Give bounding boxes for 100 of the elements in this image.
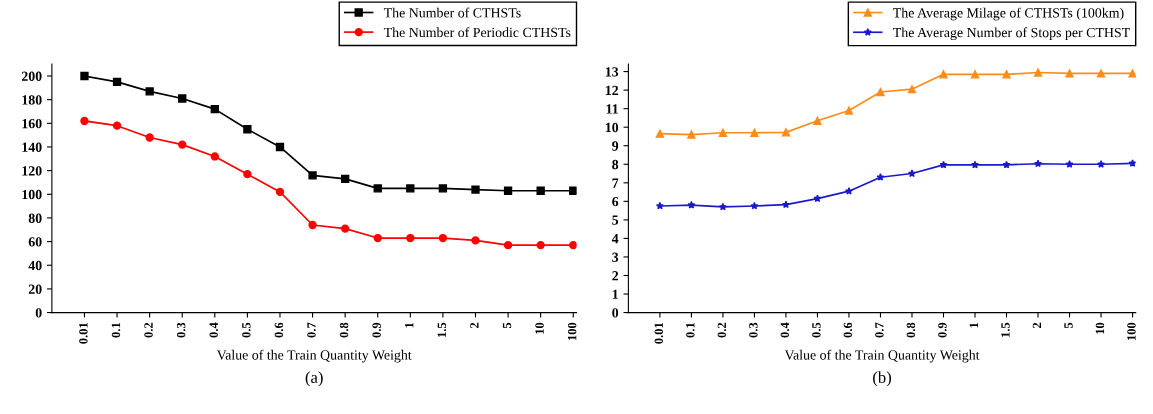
point: [718, 128, 728, 137]
y-tick-label: 12: [605, 85, 619, 95]
point: [503, 186, 513, 195]
x-tick-label: 0.8: [339, 322, 349, 338]
point: [813, 116, 822, 125]
y-tick-label: 1: [612, 289, 618, 299]
y-tick-label: 0: [612, 308, 619, 318]
point: [1097, 160, 1106, 168]
point: [471, 185, 480, 194]
point: [844, 186, 853, 195]
y-tick-label: 7: [612, 178, 619, 188]
y-tick-label: 40: [28, 260, 42, 271]
x-tick-label: 0.5: [242, 322, 251, 338]
point: [970, 70, 980, 79]
y-tick-label: 2: [612, 271, 619, 281]
x-tick-label: 1: [405, 322, 414, 328]
legend-label: The Number of Periodic CTHSTs: [383, 27, 571, 38]
text: (a): [305, 371, 323, 387]
point: [750, 201, 759, 210]
legend-label: The Average Number of Stops per CTHST: [893, 27, 1130, 41]
point: [471, 236, 480, 245]
point: [907, 85, 917, 94]
point: [308, 171, 317, 180]
x-axis-title: Value of the Train Quantity Weight: [216, 349, 412, 363]
point: [813, 194, 822, 203]
point: [1128, 69, 1136, 78]
y-tick-label: 140: [22, 142, 42, 152]
point: [876, 87, 885, 97]
x-tick-label: 5: [502, 322, 512, 329]
x-tick-label: 0.1: [686, 322, 695, 338]
x-tick-label: 0.8: [906, 322, 916, 338]
point: [687, 200, 696, 209]
x-tick-label: 1: [969, 322, 979, 328]
y-tick-label: 180: [22, 95, 42, 105]
x-tick-label: 0.3: [749, 322, 758, 338]
point: [373, 233, 382, 243]
point: [373, 184, 382, 193]
point: [1096, 69, 1106, 78]
y-tick-label: 20: [28, 284, 42, 294]
x-tick-label: 0.9: [372, 322, 381, 338]
point: [655, 129, 665, 138]
x-tick-label: 0.01: [79, 322, 88, 344]
point: [687, 130, 696, 139]
point: [1065, 69, 1074, 78]
point: [275, 187, 285, 197]
x-tick-label: 0.2: [144, 322, 153, 338]
point: [80, 116, 89, 126]
point: [438, 184, 448, 193]
x-tick-label: 0.1: [111, 322, 121, 338]
point: [971, 160, 979, 169]
x-tick-label: 2: [470, 322, 479, 329]
point: [243, 170, 252, 179]
x-tick-label: 0.9: [938, 322, 947, 338]
x-tick-label: 0.2: [717, 322, 727, 338]
y-tick-label: 3: [612, 252, 619, 262]
text: (b): [873, 371, 892, 387]
point: [655, 201, 664, 210]
point: [876, 173, 885, 181]
point: [145, 133, 154, 142]
point: [1002, 160, 1011, 169]
point: [939, 70, 948, 79]
point: [243, 125, 252, 134]
y-tick-label: 100: [22, 189, 42, 200]
x-tick-label: 10: [1095, 322, 1105, 334]
x-tick-label: 0.7: [307, 322, 316, 338]
point: [569, 186, 577, 195]
x-tick-label: 0.4: [209, 322, 218, 338]
point: [781, 128, 791, 137]
y-tick-label: 13: [605, 67, 619, 77]
y-tick-label: 120: [22, 166, 42, 176]
x-axis-title: Value of the Train Quantity Weight: [784, 349, 980, 363]
point: [275, 142, 285, 152]
y-tick-label: 160: [22, 118, 42, 129]
y-tick-label: 5: [612, 215, 619, 225]
y-tick-label: 8: [612, 159, 619, 170]
point: [503, 240, 513, 250]
point: [80, 71, 89, 81]
point: [112, 77, 122, 87]
point: [939, 160, 948, 169]
x-tick-label: 100: [567, 322, 577, 341]
point: [308, 220, 317, 230]
point: [844, 106, 854, 115]
legend-label: The Number of CTHSTs: [383, 7, 521, 18]
x-tick-label: 0.6: [843, 322, 853, 338]
point: [210, 104, 219, 114]
x-tick-label: 0.7: [875, 322, 884, 338]
y-tick-label: 10: [605, 122, 619, 133]
point: [907, 169, 916, 178]
y-tick-label: 60: [28, 237, 42, 247]
point: [536, 240, 545, 250]
y-tick-label: 6: [612, 196, 619, 207]
point: [406, 233, 415, 243]
point: [210, 152, 219, 161]
point: [340, 174, 350, 184]
legend-label: The Average Milage of CTHSTs (100km): [893, 7, 1124, 21]
x-tick-label: 10: [535, 322, 544, 334]
point: [569, 240, 577, 250]
x-tick-label: 0.3: [176, 322, 186, 338]
x-tick-label: 0.4: [780, 322, 790, 338]
point: [145, 87, 154, 96]
